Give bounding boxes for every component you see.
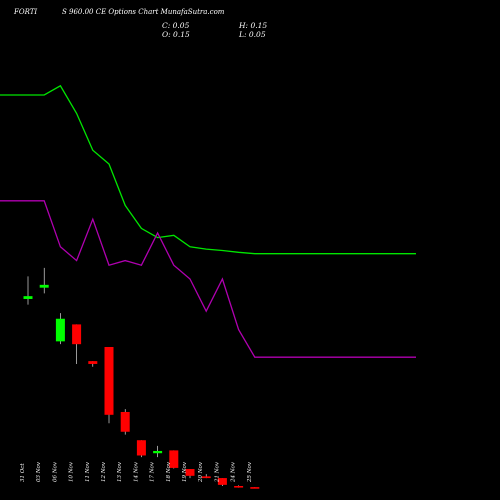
x-tick-label: 19 Nov [182, 461, 188, 482]
x-tick-label: 17 Nov [150, 461, 156, 482]
x-tick-label: 12 Nov [101, 461, 107, 482]
candle-body [39, 284, 49, 288]
ohlc-high: H: 0.15 [239, 21, 268, 30]
candle [250, 487, 260, 489]
ma-long-line [0, 200, 416, 358]
candle [169, 450, 179, 469]
candle-body [72, 324, 82, 345]
ohlc-open: O: 0.15 [162, 30, 190, 39]
candle [88, 361, 98, 367]
candle-body [250, 487, 260, 489]
x-tick-label: 06 Nov [52, 461, 58, 482]
x-tick-label: 20 Nov [198, 461, 204, 483]
x-tick-label: 10 Nov [69, 461, 75, 482]
candle [153, 445, 163, 458]
x-tick-label: 24 Nov [231, 461, 237, 483]
chart-title: S 960.00 CE Options Chart MunafaSutra.co… [62, 8, 225, 16]
candle [23, 276, 33, 305]
x-tick-label: 21 Nov [214, 461, 220, 483]
ohlc-close: C: 0.05 [162, 21, 190, 30]
candle-body [120, 411, 130, 432]
candle-body [234, 485, 244, 488]
candle-body [153, 450, 163, 454]
candle [185, 469, 195, 479]
ohlc-low: L: 0.05 [239, 30, 266, 39]
x-tick-label: 25 Nov [247, 461, 253, 483]
candle-body [104, 347, 114, 415]
candle-body [185, 469, 195, 476]
candle-body [217, 478, 227, 485]
candle-body [23, 296, 33, 299]
x-tick-label: 18 Nov [166, 461, 172, 482]
x-tick-label: 14 Nov [133, 461, 139, 482]
candle-body [55, 318, 65, 342]
candle [104, 347, 114, 424]
candle-body [169, 450, 179, 468]
ma-short-line [0, 84, 416, 255]
chart-symbol: FORTI [14, 8, 38, 16]
candle [136, 440, 146, 458]
x-tick-label: 11 Nov [85, 461, 91, 482]
candle-layer [23, 267, 260, 489]
x-tick-label: 03 Nov [36, 461, 42, 482]
candle-body [136, 440, 146, 456]
candle [217, 478, 227, 486]
candle [120, 409, 130, 435]
candle [55, 313, 65, 345]
x-tick-label: 13 Nov [117, 461, 123, 482]
x-axis-ticks: 31 Oct 03 Nov 06 Nov 10 Nov 11 Nov 12 Nov 13 N… [20, 461, 253, 483]
moving-average-layer [0, 84, 416, 358]
candle-body [201, 476, 211, 479]
candle [234, 485, 244, 488]
candle [201, 474, 211, 479]
x-tick-label: 31 Oct [20, 463, 26, 482]
candle [72, 324, 82, 364]
candle [39, 267, 49, 294]
candle-body [88, 361, 98, 364]
